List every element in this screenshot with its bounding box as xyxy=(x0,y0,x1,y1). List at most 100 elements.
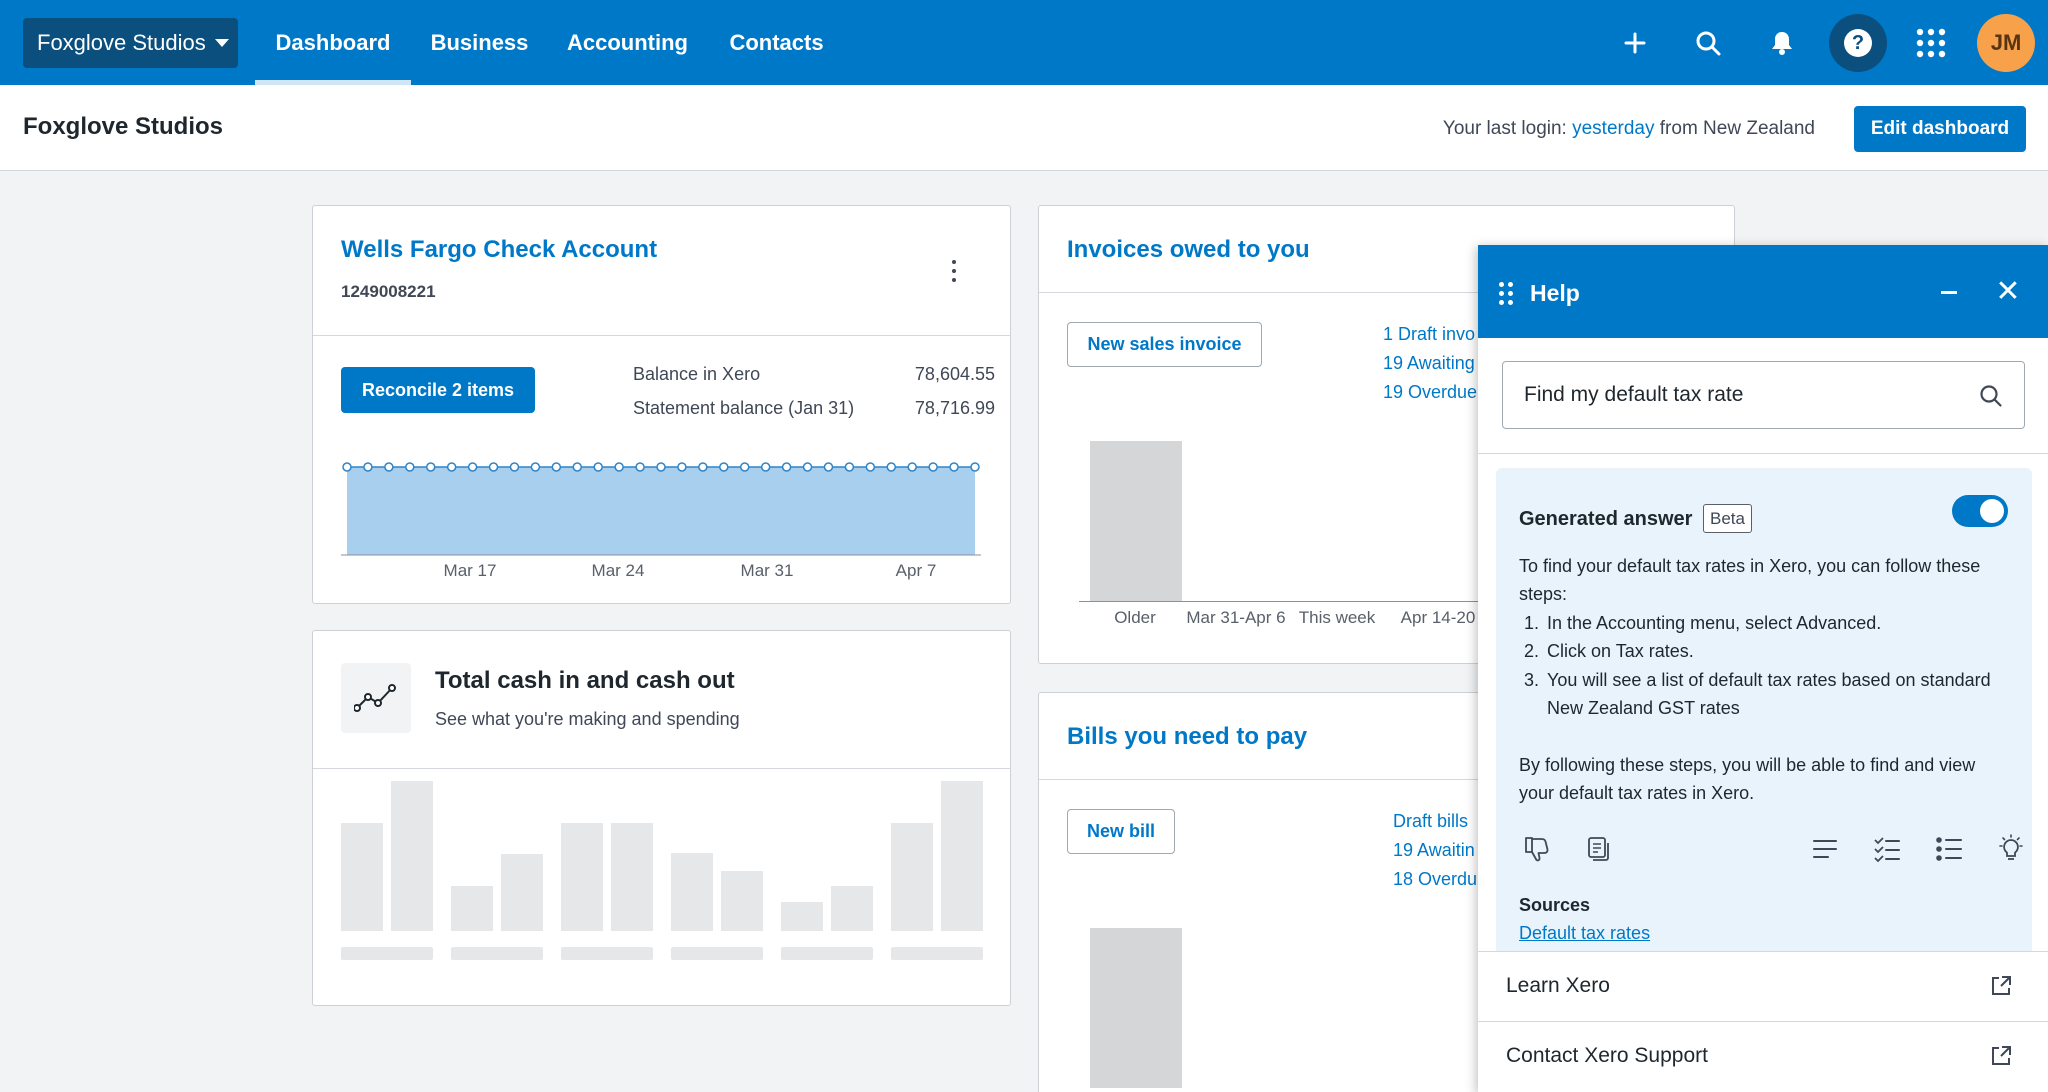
chart-point xyxy=(488,462,499,472)
thumbs-down-icon[interactable] xyxy=(1519,832,1553,866)
x-axis-label: Mar 31 xyxy=(740,561,794,580)
divider xyxy=(1039,292,1734,293)
top-navigation: Foxglove Studios Dashboard Business Acco… xyxy=(0,0,2048,85)
bell-icon[interactable] xyxy=(1759,20,1805,66)
chart-point xyxy=(760,462,771,472)
answer-step: 2. Click on Tax rates. xyxy=(1519,637,2014,665)
org-name: Foxglove Studios xyxy=(37,30,206,55)
search-icon[interactable] xyxy=(1978,383,2004,409)
avatar[interactable]: JM xyxy=(1977,14,2035,72)
help-search-input[interactable]: Find my default tax rate xyxy=(1502,361,2025,429)
reconcile-button[interactable]: Reconcile 2 items xyxy=(341,367,535,413)
bills-title[interactable]: Bills you need to pay xyxy=(1067,723,1308,750)
x-axis-label: This week xyxy=(1298,608,1376,627)
last-login-suffix: from New Zealand xyxy=(1659,118,1815,139)
source-link[interactable]: Default tax rates xyxy=(1519,923,1651,943)
new-sales-invoice-button[interactable]: New sales invoice xyxy=(1067,322,1262,367)
chart-point xyxy=(467,462,478,472)
contact-support-link[interactable]: Contact Xero Support xyxy=(1478,1021,2048,1091)
lightbulb-icon[interactable] xyxy=(1994,832,2028,866)
x-axis-label: Mar 31-Apr 6 xyxy=(1186,608,1286,627)
org-switcher[interactable]: Foxglove Studios xyxy=(23,18,238,68)
generated-answer-toggle[interactable] xyxy=(1952,495,2008,527)
external-link-icon xyxy=(1992,1046,2011,1065)
tab-accounting[interactable]: Accounting xyxy=(567,29,688,55)
plus-icon[interactable] xyxy=(1612,20,1658,66)
awaiting-bills-link[interactable]: 19 Awaitin xyxy=(1393,840,1475,860)
axis-line xyxy=(1079,601,1719,602)
tab-dashboard[interactable]: Dashboard xyxy=(255,0,411,85)
tab-business[interactable]: Business xyxy=(430,29,529,55)
more-options-icon[interactable] xyxy=(939,251,969,291)
last-login-text: Your last login: yesterday from New Zeal… xyxy=(1443,118,1815,140)
search-icon[interactable] xyxy=(1685,20,1731,66)
placeholder-bar xyxy=(941,781,983,931)
generated-answer-box: Generated answer Beta To find your defau… xyxy=(1496,468,2032,988)
edit-dashboard-button[interactable]: Edit dashboard xyxy=(1854,106,2026,152)
placeholder-bar xyxy=(781,902,823,931)
close-icon[interactable]: ✕ xyxy=(1995,274,2021,308)
placeholder-label xyxy=(451,947,543,960)
placeholder-bar xyxy=(831,886,873,931)
help-icon[interactable]: ? xyxy=(1829,14,1887,72)
statement-balance-label: Statement balance (Jan 31) xyxy=(633,398,855,418)
account-number: 1249008221 xyxy=(341,282,436,301)
checklist-icon[interactable] xyxy=(1870,832,1904,866)
tab-contacts[interactable]: Contacts xyxy=(729,29,824,55)
divider xyxy=(313,335,1010,336)
placeholder-bar xyxy=(721,871,763,931)
placeholder-bar xyxy=(391,781,433,931)
app-grid-icon[interactable] xyxy=(1908,20,1954,66)
generated-answer-title: Generated answer xyxy=(1519,508,1693,530)
x-axis-label: Mar 17 xyxy=(443,561,497,580)
chart-point xyxy=(572,462,583,472)
page-title: Foxglove Studios xyxy=(23,113,224,140)
placeholder-bar xyxy=(501,854,543,931)
help-question-mark: ? xyxy=(1844,29,1872,57)
overdue-invoices-link[interactable]: 19 Overdue xyxy=(1383,382,1478,402)
chart-point xyxy=(949,462,959,472)
drag-handle-icon[interactable] xyxy=(1499,282,1513,305)
cash-in-out-card: Total cash in and cash out See what you'… xyxy=(312,630,1011,1006)
placeholder-bar xyxy=(341,823,383,931)
placeholder-bar xyxy=(561,823,603,931)
awaiting-invoices-link[interactable]: 19 Awaiting xyxy=(1383,353,1475,373)
placeholder-label xyxy=(781,947,873,960)
bullet-list-icon[interactable] xyxy=(1932,832,1966,866)
new-bill-button[interactable]: New bill xyxy=(1067,809,1175,854)
x-axis-label: Mar 24 xyxy=(591,561,645,580)
chart-point xyxy=(551,462,562,472)
learn-xero-link[interactable]: Learn Xero xyxy=(1478,951,2048,1021)
page-header: Foxglove Studios Your last login: yester… xyxy=(0,85,2048,171)
invoices-title[interactable]: Invoices owed to you xyxy=(1067,236,1310,263)
last-login-link[interactable]: yesterday xyxy=(1572,118,1655,139)
step-number: 1. xyxy=(1523,613,1539,633)
divider xyxy=(1039,779,1734,780)
chart-point xyxy=(781,462,792,472)
balance-area-chart xyxy=(341,462,981,556)
x-axis-label: Apr 7 xyxy=(895,561,937,580)
cash-card-title: Total cash in and cash out xyxy=(435,667,735,694)
help-title: Help xyxy=(1530,280,1580,306)
answer-step: 3. You will see a list of default tax ra… xyxy=(1519,666,2014,722)
chart-point xyxy=(509,462,520,472)
sources-title: Sources xyxy=(1519,895,1591,915)
x-axis-label: Apr 14-20 xyxy=(1400,608,1476,627)
minimize-icon[interactable] xyxy=(1934,277,1964,307)
paragraph-icon[interactable] xyxy=(1808,832,1842,866)
copy-icon[interactable] xyxy=(1581,832,1615,866)
answer-intro: To find your default tax rates in Xero, … xyxy=(1519,556,1981,604)
chart-point xyxy=(656,462,666,472)
cash-card-subtitle: See what you're making and spending xyxy=(435,709,740,729)
contact-support-label: Contact Xero Support xyxy=(1506,1044,1708,1067)
overdue-bills-link[interactable]: 18 Overdu xyxy=(1393,869,1478,889)
bank-account-title[interactable]: Wells Fargo Check Account xyxy=(341,236,658,263)
divider xyxy=(1478,453,2048,454)
draft-bills-link[interactable]: Draft bills xyxy=(1393,811,1469,831)
draft-invoices-link[interactable]: 1 Draft invo xyxy=(1383,324,1476,344)
help-panel: Help ✕ Find my default tax rate Generate… xyxy=(1478,245,2048,1092)
chart-point xyxy=(405,462,415,472)
placeholder-bar xyxy=(891,823,933,931)
chart-point xyxy=(384,462,394,472)
chart-point xyxy=(802,462,813,472)
